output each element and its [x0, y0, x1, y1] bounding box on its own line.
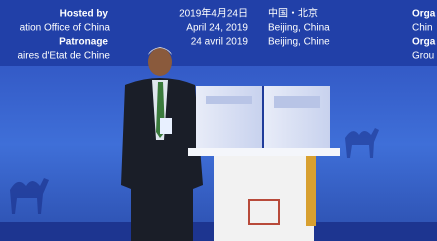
banner-text: Beijing, Chine — [268, 37, 330, 48]
podium — [214, 156, 314, 241]
book — [264, 86, 330, 148]
book-title — [274, 96, 320, 108]
book-title — [206, 96, 252, 104]
book — [196, 86, 262, 148]
photo: Hosted by ation Office of China Patronag… — [0, 0, 437, 241]
banner-text: Orga — [412, 9, 436, 20]
banner-text: 2019年4月24日 — [179, 7, 248, 20]
stand — [188, 148, 340, 156]
banner-text: aires d'Etat de Chine — [17, 51, 110, 62]
book-spine — [262, 86, 264, 148]
banner-text: Hosted by — [60, 9, 109, 20]
banner-text: Chin — [412, 23, 433, 34]
banner-text: ation Office of China — [20, 23, 111, 34]
banner-text: Orga — [412, 37, 436, 48]
banner-text: 中国・北京 — [268, 7, 318, 20]
banner-text: Grou — [412, 51, 434, 62]
banner-text: 24 avril 2019 — [191, 37, 249, 48]
banner-text: Patronage — [59, 37, 108, 48]
banner-text: April 24, 2019 — [186, 23, 248, 34]
banner-text: Beijing, China — [268, 23, 330, 34]
flag — [306, 156, 316, 226]
